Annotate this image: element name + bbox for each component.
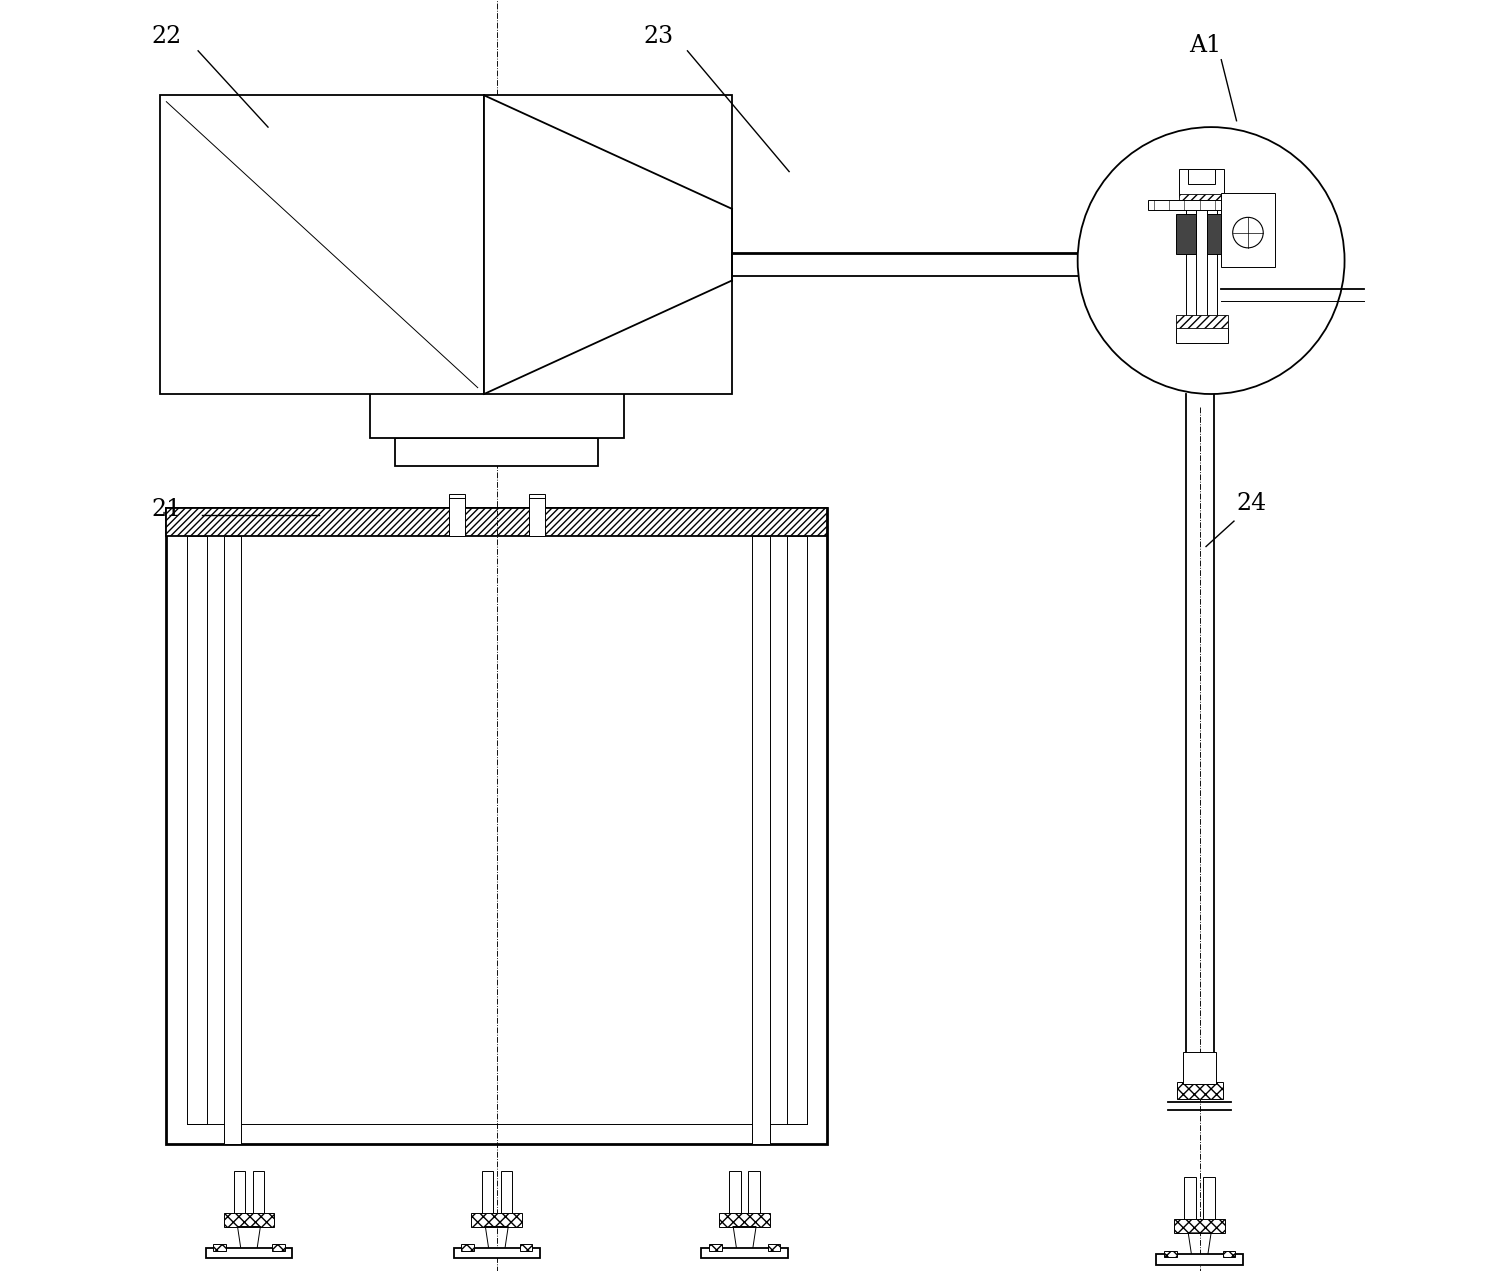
Bar [1176, 214, 1196, 254]
Bar [167, 508, 828, 536]
Bar [234, 1171, 245, 1224]
Bar [500, 1171, 512, 1224]
Bar [272, 1244, 284, 1251]
Bar [1179, 169, 1224, 197]
Bar [529, 494, 545, 536]
Bar [224, 1213, 275, 1227]
Bar [167, 508, 828, 1144]
Bar [1208, 214, 1227, 254]
Bar [1175, 1219, 1226, 1233]
Bar [753, 536, 771, 1144]
Bar [449, 494, 466, 536]
Bar [1185, 1074, 1215, 1084]
Bar [701, 1248, 789, 1258]
Bar [186, 536, 207, 1124]
Bar [1185, 1177, 1196, 1230]
Circle shape [1077, 127, 1344, 394]
Bar [709, 1244, 722, 1251]
Bar [1179, 194, 1224, 210]
Bar [787, 536, 807, 1124]
Bar [719, 1213, 771, 1227]
Bar [1148, 200, 1250, 210]
Text: 24: 24 [1236, 492, 1266, 515]
Bar [1223, 1251, 1235, 1257]
Bar [1188, 169, 1215, 184]
Bar [1176, 1082, 1223, 1099]
Bar [161, 95, 484, 394]
Bar [472, 1213, 523, 1227]
Bar [224, 536, 242, 1144]
Circle shape [1233, 217, 1263, 248]
Bar [252, 1171, 264, 1224]
Bar [1185, 210, 1196, 343]
Bar [454, 1248, 541, 1258]
Bar [520, 1244, 532, 1251]
Bar [369, 343, 623, 438]
Bar [1208, 210, 1218, 343]
Bar [213, 1244, 227, 1251]
Text: A1: A1 [1190, 34, 1221, 57]
Bar [1221, 193, 1275, 267]
Text: 23: 23 [643, 25, 673, 48]
Bar [1164, 1251, 1176, 1257]
Bar [1184, 1052, 1217, 1084]
Bar [1157, 1254, 1242, 1265]
Text: 22: 22 [152, 25, 182, 48]
Bar [748, 1171, 760, 1224]
Bar [482, 1171, 493, 1224]
Bar [1203, 1177, 1215, 1230]
Bar [484, 95, 731, 394]
Bar [1176, 325, 1227, 343]
Bar [1176, 315, 1227, 328]
Text: 21: 21 [152, 498, 182, 521]
Bar [768, 1244, 780, 1251]
Bar [461, 1244, 475, 1251]
Bar [730, 1171, 740, 1224]
Bar [395, 438, 598, 466]
Bar [206, 1248, 293, 1258]
